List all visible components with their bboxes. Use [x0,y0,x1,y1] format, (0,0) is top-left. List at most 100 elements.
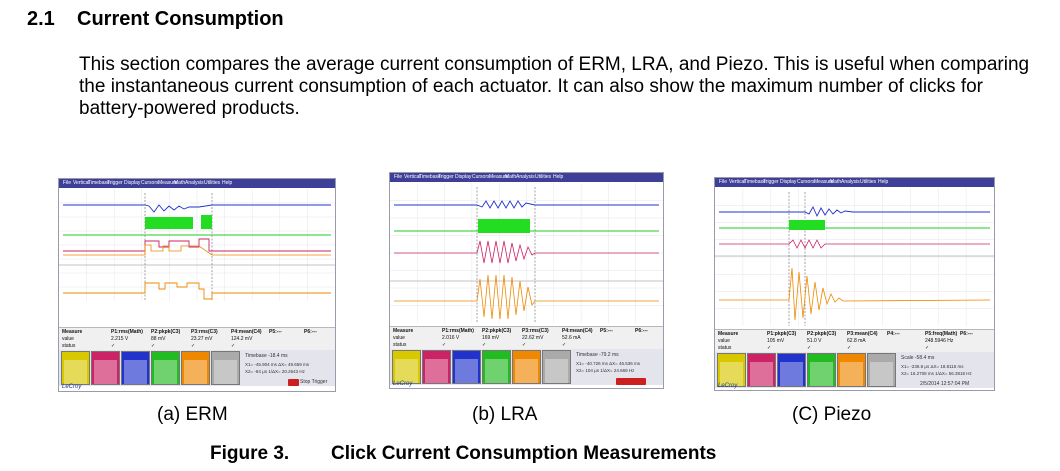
blue-trace [63,204,331,213]
measure-cell: P3:rms(C3) [191,329,218,335]
stop-trigger-button[interactable] [288,379,299,386]
menu-item-analysis[interactable]: Analysis [516,174,535,180]
orange-trace [63,282,331,300]
measure-cell: status [718,345,732,351]
menu-item-vertical[interactable]: Vertical [73,180,90,186]
measure-cell: P2:pkpk(C3) [151,329,181,335]
menu-item-cursors[interactable]: Cursors [141,180,159,186]
menu-item-timebase[interactable]: Timebase [744,179,766,185]
figure-title: Click Current Consumption Measurements [331,443,717,464]
menu-item-display[interactable]: Display [455,174,472,180]
channel-readout [780,362,803,386]
channel-box[interactable] [211,351,240,385]
menu-item-analysis[interactable]: Analysis [185,180,204,186]
channel-box[interactable] [837,353,866,387]
menu-item-math[interactable]: Math [505,174,517,180]
menu-item-file[interactable]: File [719,179,728,185]
channel-readout [64,360,87,384]
channel-box[interactable] [61,351,90,385]
channel-box[interactable] [747,353,776,387]
menu-item-measure[interactable]: Measure [489,174,509,180]
menu-item-vertical[interactable]: Vertical [729,179,746,185]
channel-box[interactable] [482,350,511,384]
scope-menubar: File Vertical Timebase Trigger Display Cursor… [715,178,994,187]
channel-box[interactable] [542,350,571,384]
menu-item-help[interactable]: Help [222,180,233,186]
scope-logo: LeCroy [62,384,82,390]
measure-cell: 23.27 mV [191,336,213,342]
menu-item-trigger[interactable]: Trigger [107,180,123,186]
menu-item-measure[interactable]: Measure [158,180,178,186]
menu-item-trigger[interactable]: Trigger [763,179,779,185]
scope-channel-panel: Scale -58.4 ms X1= -236.8 μs ΔX= 18.8115 … [715,352,994,388]
menu-item-vertical[interactable]: Vertical [404,174,421,180]
channel-box[interactable] [777,353,806,387]
stop-trigger-button[interactable] [616,378,646,385]
timebase-readout: Timebase -18.4 ms [245,353,288,359]
orange-trace [719,267,991,321]
menu-item-utilities[interactable]: Utilities [535,174,552,180]
measure-cell: ✓ [111,343,116,349]
menu-item-cursors[interactable]: Cursors [472,174,490,180]
timebase-readout: Timebase -79.2 ms [576,352,619,358]
menu-item-utilities[interactable]: Utilities [860,179,877,185]
measure-cell: ✓ [482,342,487,348]
scope-menubar: File Vertical Timebase Trigger Display Cursor… [390,173,663,182]
channel-box[interactable] [181,351,210,385]
measure-cell: P2:pkpk(C3) [482,328,512,334]
channel-box[interactable] [452,350,481,384]
menu-item-measure[interactable]: Measure [814,179,834,185]
measure-cell: ✓ [151,343,156,349]
measure-cell: ✓ [231,343,236,349]
scope-measure-table: Measure P1:rms(Math) P2:pkpk(C3) P3:rms(C3)… [390,326,663,349]
menu-item-display[interactable]: Display [124,180,141,186]
measure-cell: P6:--- [960,331,973,337]
menu-item-file[interactable]: File [63,180,72,186]
menu-item-timebase[interactable]: Timebase [88,180,110,186]
menu-item-analysis[interactable]: Analysis [841,179,860,185]
channel-box[interactable] [392,350,421,384]
channel-box[interactable] [151,351,180,385]
channel-box[interactable] [867,353,896,387]
scope-menubar: File Vertical Timebase Trigger Display Cursor… [59,179,335,188]
scope-waveform-grid [390,183,663,323]
figure-label: Figure 3. [210,443,290,464]
menu-item-utilities[interactable]: Utilities [204,180,221,186]
measure-cell: 169 mV [482,335,500,341]
channel-readout [455,359,478,383]
menu-item-help[interactable]: Help [553,174,564,180]
channel-readout [184,360,207,384]
menu-item-help[interactable]: Help [878,179,889,185]
menu-item-math[interactable]: Math [174,180,186,186]
menu-item-display[interactable]: Display [780,179,797,185]
channel-box[interactable] [422,350,451,384]
measure-cell: 88 mV [151,336,166,342]
menu-item-cursors[interactable]: Cursors [797,179,815,185]
channel-box[interactable] [512,350,541,384]
channel-box[interactable] [121,351,150,385]
channel-box[interactable] [717,353,746,387]
scope-waveform-grid [715,188,994,326]
menu-item-file[interactable]: File [394,174,403,180]
channel-box[interactable] [807,353,836,387]
measure-cell: P4:mean(C4) [562,328,593,334]
measure-cell: P4:mean(C4) [231,329,262,335]
cursor-readout: X1= -45.904 ms ΔX= 49.659 ms [245,362,310,367]
measure-cell: 51.0 V [807,338,822,344]
measure-cell: P1:rms(Math) [111,329,143,335]
channel-box[interactable] [91,351,120,385]
measure-cell: P1:rms(Math) [442,328,474,334]
menu-item-math[interactable]: Math [830,179,842,185]
scope-measure-table: Measure P1:rms(Math) P2:pkpk(C3) P3:rms(C3)… [59,327,335,350]
menu-item-trigger[interactable]: Trigger [438,174,454,180]
channel-readout [124,360,147,384]
measure-cell: P1:pkpk(C3) [767,331,797,337]
section-body: This section compares the average curren… [79,54,1030,119]
measure-cell: P6:--- [304,329,317,335]
magenta-trace [394,240,659,264]
cursor-readout: X2= 104 μs 1/ΔX= 24.669 Hz [576,368,635,373]
menu-item-timebase[interactable]: Timebase [419,174,441,180]
channel-readout [425,359,448,383]
green-burst [145,217,193,229]
blue-trace [394,200,659,209]
